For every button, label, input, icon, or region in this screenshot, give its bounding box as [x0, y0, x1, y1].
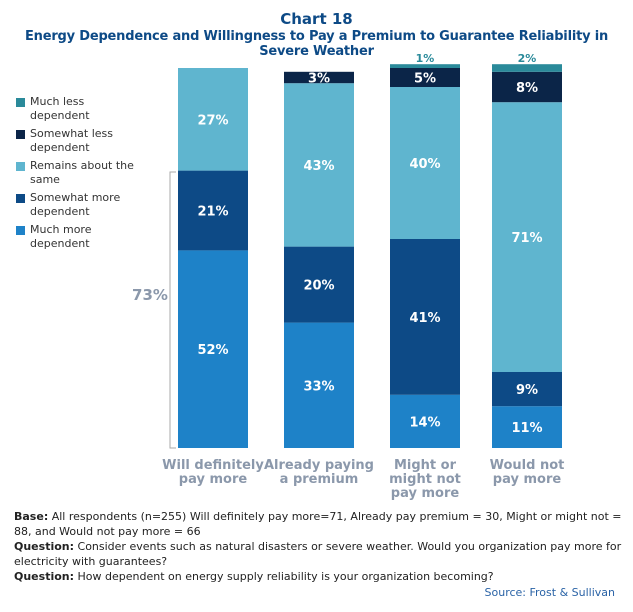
legend-swatch — [16, 194, 25, 203]
chart-title: Chart 18 — [280, 10, 353, 28]
data-label: 33% — [303, 379, 334, 394]
data-label: 8% — [516, 81, 538, 96]
data-label: 43% — [303, 159, 334, 174]
category-label: Would not pay more — [490, 458, 565, 487]
bar-segment — [284, 83, 354, 247]
data-label: 20% — [303, 279, 334, 294]
legend-label: Somewhat less dependent — [30, 127, 113, 154]
data-label: 3% — [308, 72, 330, 87]
bar-segment — [390, 68, 460, 87]
legend-item: Much less dependent — [16, 95, 135, 123]
data-label: 14% — [409, 415, 440, 430]
source: Source: Frost & Sullivan — [484, 586, 615, 599]
data-label: 5% — [414, 72, 436, 87]
question1-label: Question: — [14, 540, 75, 553]
bracket — [169, 171, 176, 449]
chart-subtitle: Energy Dependence and Willingness to Pay… — [24, 29, 609, 59]
category-label: Might or might not pay more — [389, 458, 461, 501]
legend-label: Much more dependent — [30, 223, 92, 250]
legend: Much less dependent Somewhat less depende… — [16, 95, 135, 255]
bar-segment — [178, 170, 248, 251]
legend-item: Remains about the same — [16, 159, 135, 187]
bar-segment — [390, 394, 460, 448]
data-label: 2% — [518, 52, 537, 65]
annotation-label: 73% — [132, 286, 168, 304]
question2-label: Question: — [14, 570, 75, 583]
data-label: 71% — [511, 231, 542, 246]
legend-label: Somewhat more dependent — [30, 191, 121, 218]
data-label: 21% — [197, 205, 228, 220]
bar-segment — [492, 64, 562, 72]
legend-swatch — [16, 130, 25, 139]
bar-segment — [492, 372, 562, 407]
question1-text: Consider events such as natural disaster… — [14, 540, 622, 568]
base-label: Base: — [14, 510, 49, 523]
legend-item: Much more dependent — [16, 223, 135, 251]
bar-segment — [390, 87, 460, 239]
category-label: Will definitely pay more — [162, 458, 264, 487]
legend-swatch — [16, 226, 25, 235]
legend-swatch — [16, 98, 25, 107]
data-label: 27% — [197, 113, 228, 128]
base-text: All respondents (n=255) Will definitely … — [14, 510, 622, 538]
bar-segment — [492, 406, 562, 448]
bar-segment — [284, 322, 354, 448]
notes: Base: All respondents (n=255) Will defin… — [14, 509, 624, 584]
legend-swatch — [16, 162, 25, 171]
data-label: 1% — [416, 52, 435, 65]
bar-segment — [492, 71, 562, 103]
question2-text: How dependent on energy supply reliabili… — [74, 570, 494, 583]
data-label: 9% — [516, 383, 538, 398]
legend-item: Somewhat more dependent — [16, 191, 135, 219]
legend-item: Somewhat less dependent — [16, 127, 135, 155]
bar-segment — [178, 250, 248, 448]
bar-segment — [178, 68, 248, 171]
data-label: 41% — [409, 311, 440, 326]
data-label: 11% — [511, 421, 542, 436]
bar-segment — [390, 239, 460, 395]
bar-segment — [284, 71, 354, 84]
legend-label: Remains about the same — [30, 159, 134, 186]
bar-segment — [390, 64, 460, 68]
category-label: Already paying a premium — [264, 458, 374, 487]
bar-segment — [492, 102, 562, 372]
legend-label: Much less dependent — [30, 95, 90, 122]
bar-segment — [284, 246, 354, 323]
data-label: 40% — [409, 157, 440, 172]
data-label: 52% — [197, 343, 228, 358]
